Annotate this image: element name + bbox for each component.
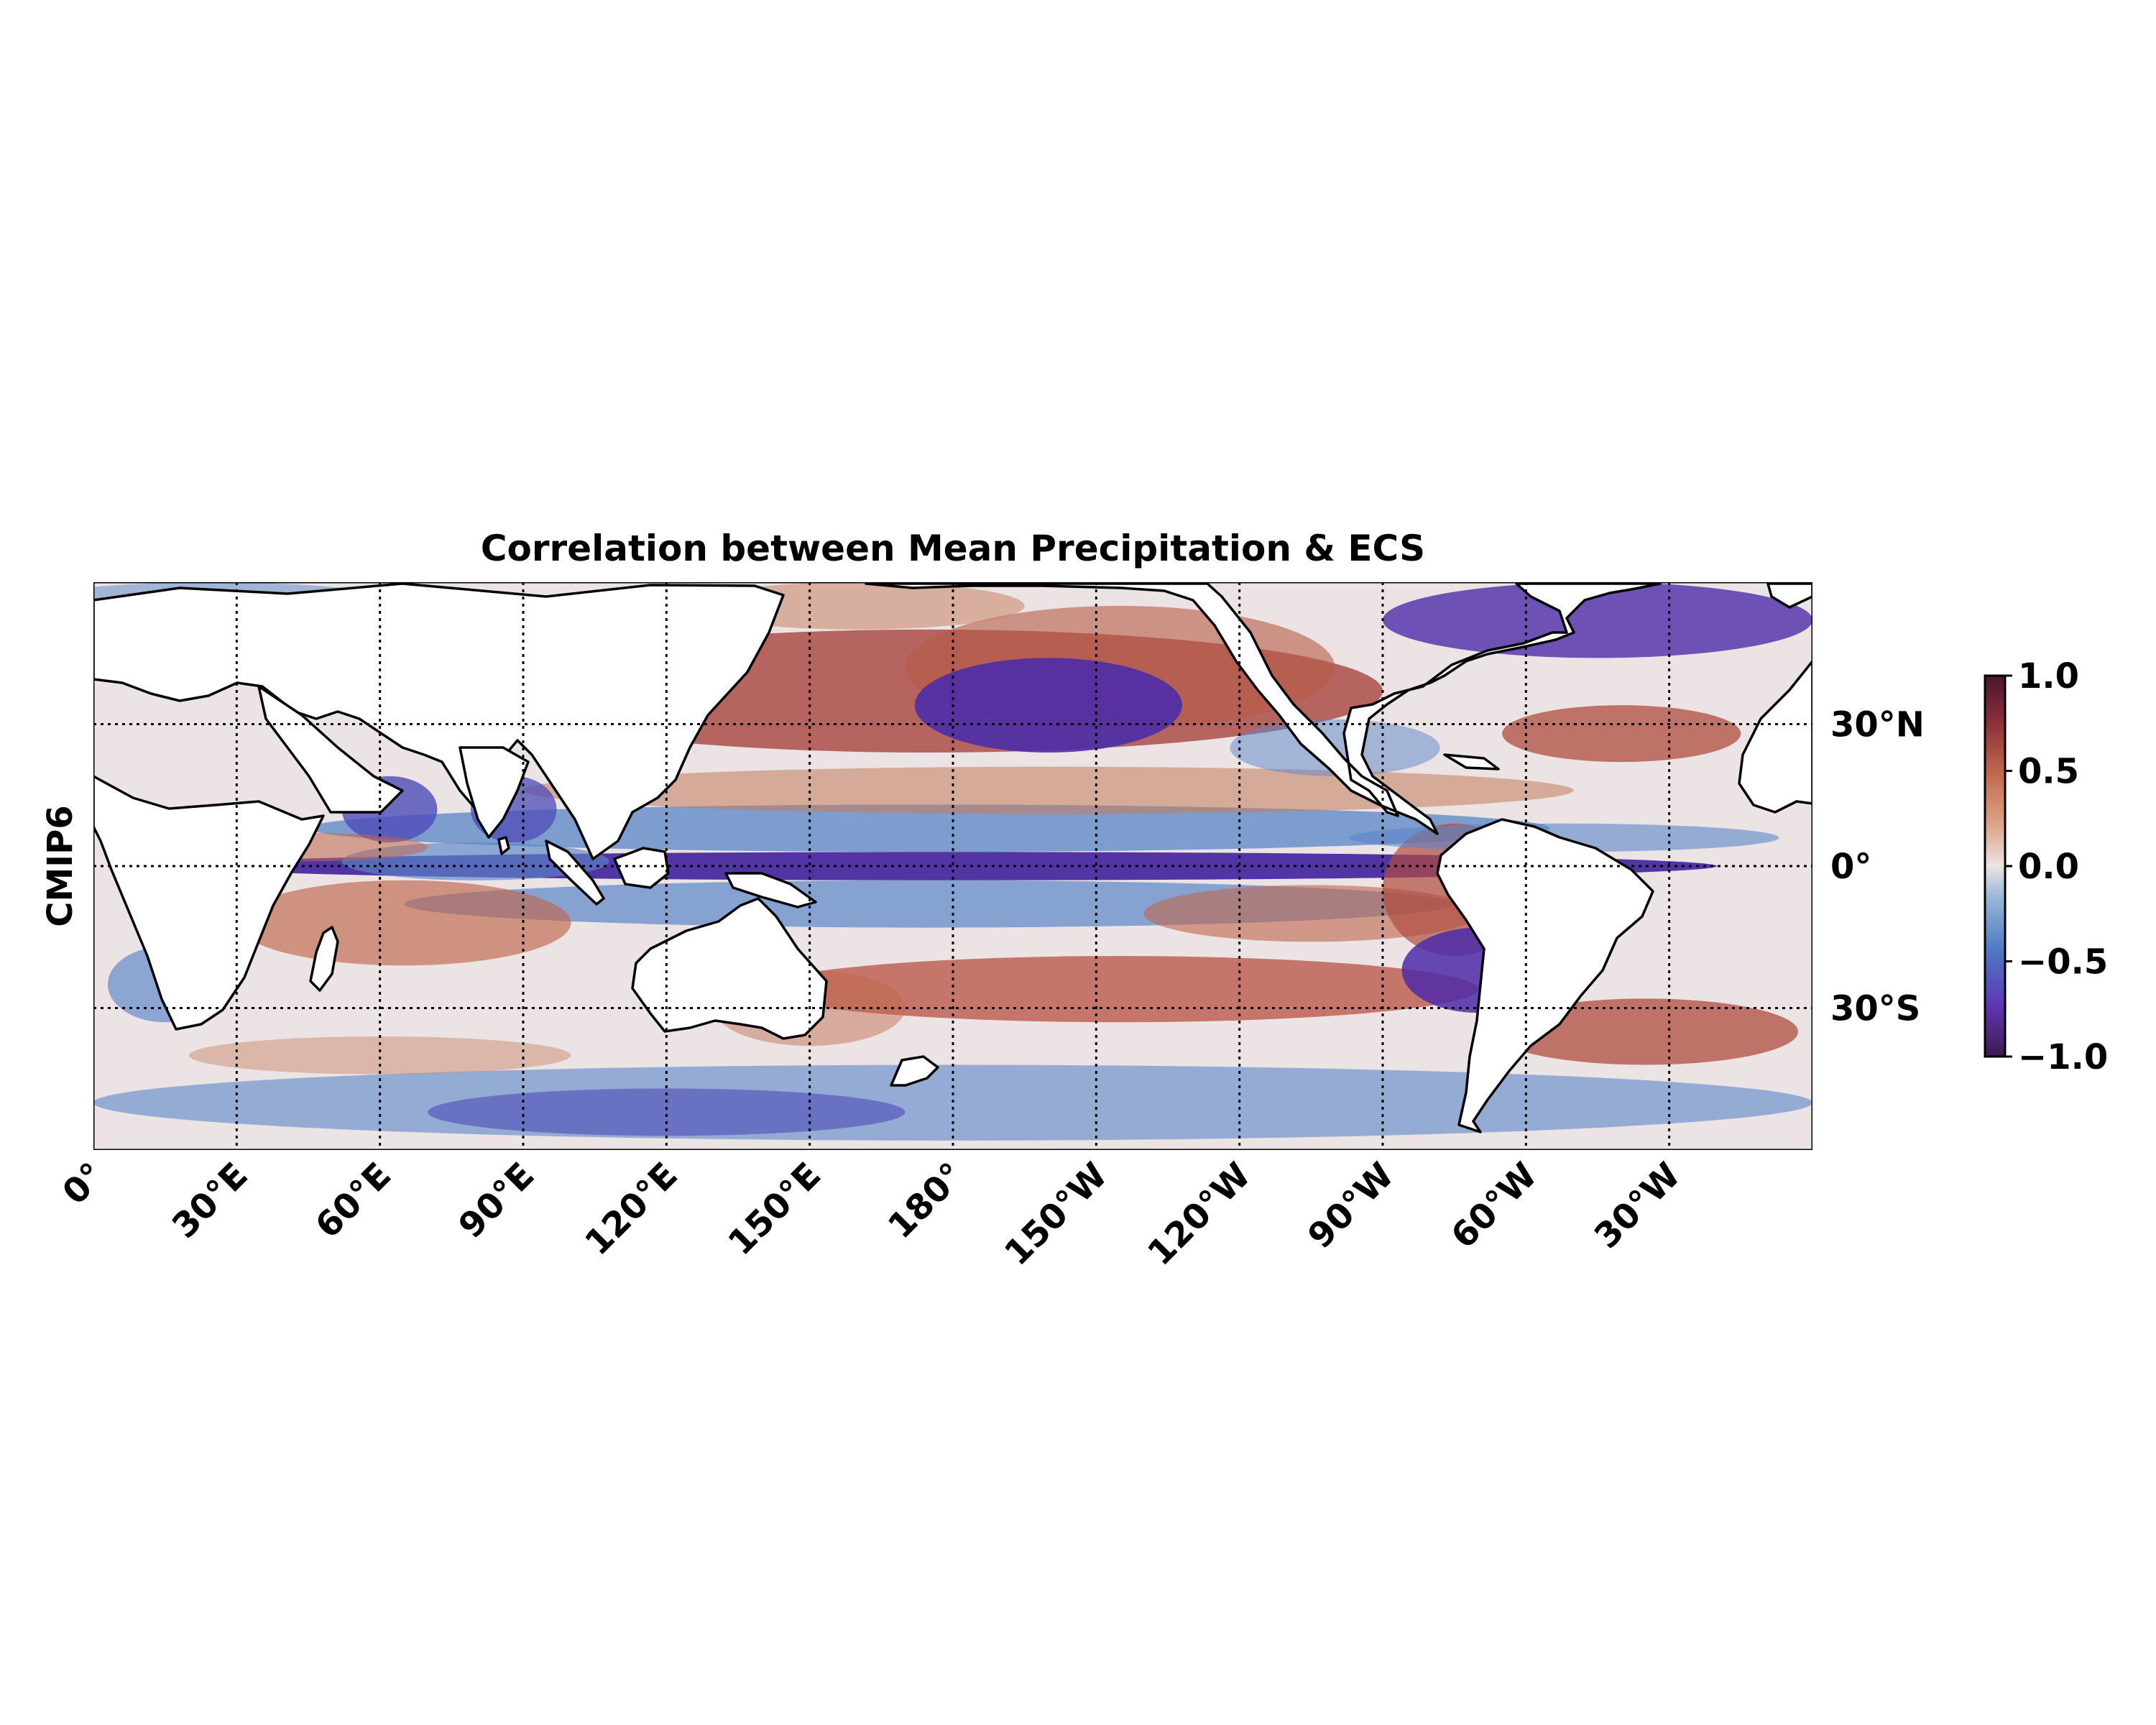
landmass-australia (631, 897, 828, 1040)
colorbar-tick-label: −0.5 (2018, 942, 2108, 983)
ne-pacific-negative (914, 658, 1182, 753)
south-indian-positive (236, 880, 571, 966)
lon-tick-label: 90°W (1300, 1155, 1401, 1256)
colorbar: 1.0 0.5 0.0 −0.5 −1.0 (1984, 656, 2108, 1077)
north-atlantic-negative (1383, 582, 1812, 658)
lon-tick-label: 120°W (1140, 1155, 1258, 1274)
landmass-africa (93, 775, 325, 1031)
landmass-west-africa-edge (1738, 660, 1812, 814)
lon-tick-labels: 0° 30°E 60°E 90°E 120°E 150°E 180° 150°W 120°W 90… (55, 1155, 1688, 1274)
landmass-new-zealand (890, 1055, 939, 1087)
lon-tick-label: 90°E (451, 1155, 542, 1246)
lon-tick-label: 60°E (308, 1155, 399, 1246)
south-indian-ocean-negative (428, 1088, 906, 1136)
colorbar-tick-label: 1.0 (2018, 656, 2079, 696)
landmass-borneo (613, 847, 670, 889)
landmass-europe-asia (93, 582, 785, 860)
landmass-sri-lanka (497, 836, 510, 855)
colorbar-tick-label: −1.0 (2018, 1037, 2108, 1077)
south-pacific-diagonal-positive (762, 956, 1478, 1023)
south-atlantic-positive (1492, 998, 1799, 1065)
map-panel (93, 582, 1812, 1150)
gridlines (93, 582, 1812, 1150)
lat-tick-label: 0° (1830, 847, 1871, 887)
lat-tick-label: 30°S (1830, 989, 1920, 1029)
landmass-indian-subcontinent (459, 746, 530, 839)
north-atlantic-positive (1502, 705, 1741, 763)
landmass-sumatra (545, 840, 605, 906)
colorbar-tick-label: 0.5 (2018, 752, 2079, 792)
landmass-greenland-edge (1766, 582, 1812, 609)
land-masses (93, 582, 1812, 1133)
lat-tick-labels: 30°N 0° 30°S (1830, 705, 1925, 1029)
lon-tick-label: 30°E (165, 1155, 256, 1246)
landmass-new-guinea (724, 872, 817, 908)
colorbar-tick-label: 0.0 (2018, 847, 2079, 887)
south-indian-midlat-positive (188, 1036, 571, 1075)
lon-tick-label: 150°W (997, 1155, 1115, 1274)
colorbar-gradient (1984, 674, 2007, 1058)
lon-tick-label: 150°E (721, 1155, 829, 1264)
lon-tick-label: 0° (55, 1155, 112, 1213)
landmass-south-america (1436, 818, 1654, 1133)
lon-tick-label: 120°E (577, 1155, 686, 1264)
lat-tick-label: 30°N (1830, 705, 1925, 745)
row-label: CMIP6 (40, 805, 80, 926)
lon-tick-label: 180° (880, 1155, 972, 1246)
landmass-madagascar (309, 926, 339, 992)
lon-tick-label: 60°W (1444, 1155, 1545, 1256)
chart-title: Correlation between Mean Precipitation &… (481, 528, 1425, 569)
north-tropical-positive (523, 766, 1574, 814)
colorbar-ticks: 1.0 0.5 0.0 −0.5 −1.0 (2005, 656, 2108, 1077)
lon-tick-label: 30°W (1587, 1155, 1688, 1256)
landmass-cuba (1443, 753, 1500, 770)
